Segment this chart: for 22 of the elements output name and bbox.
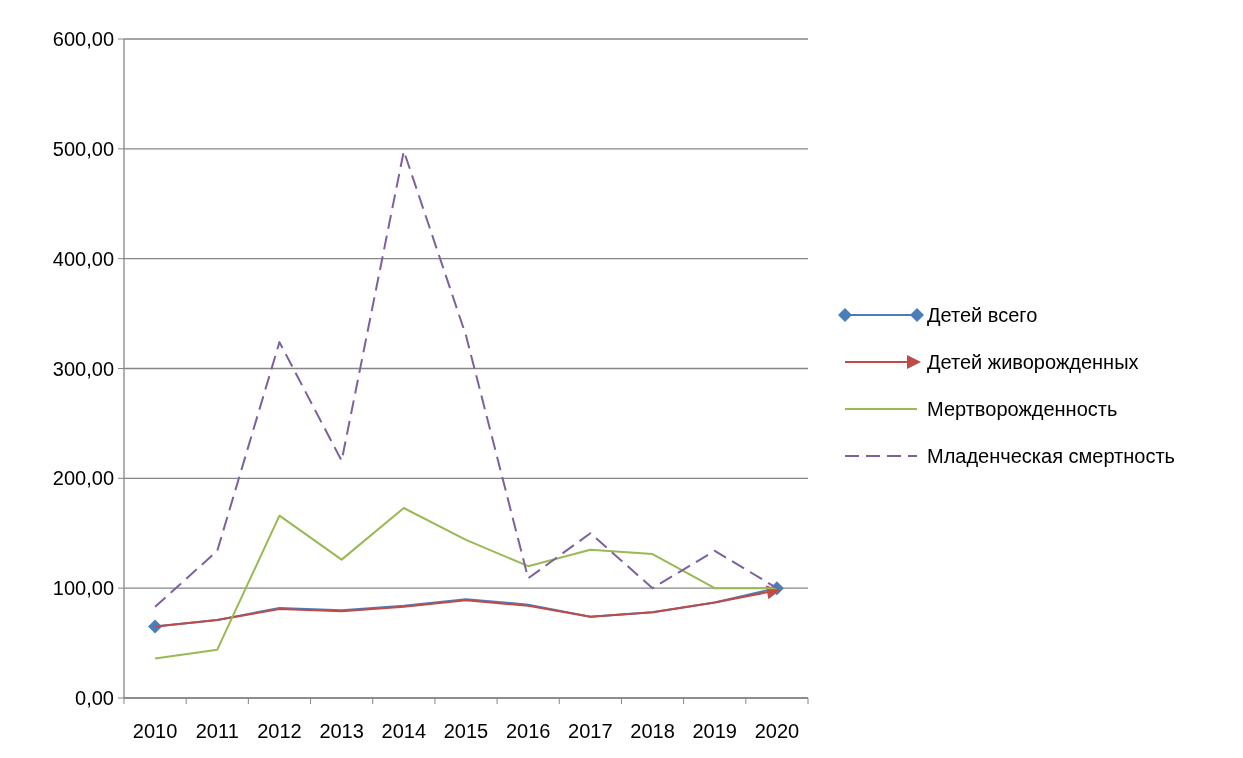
y-tick-label: 0,00 xyxy=(75,687,114,709)
x-tick-label: 2011 xyxy=(195,720,239,742)
x-tick-label: 2018 xyxy=(630,720,675,742)
y-tick-label: 400,00 xyxy=(52,247,114,270)
y-tick-label: 500,00 xyxy=(52,137,114,160)
legend-label: Детей живорожденных xyxy=(927,351,1139,373)
x-tick-label: 2016 xyxy=(505,720,551,742)
legend-label: Младенческая смертность xyxy=(927,445,1175,467)
x-tick-label: 2019 xyxy=(692,720,737,742)
x-tick-label: 2012 xyxy=(257,720,302,742)
legend-label: Мертворожденность xyxy=(927,398,1118,420)
y-tick-label: 600,00 xyxy=(52,28,114,50)
x-tick-label: 2020 xyxy=(754,720,800,742)
x-tick-label: 2017 xyxy=(568,720,613,742)
x-tick-label: 2014 xyxy=(381,720,427,742)
legend-label: Детей всего xyxy=(927,304,1038,326)
y-tick-label: 200,00 xyxy=(52,467,114,490)
y-tick-label: 100,00 xyxy=(52,577,114,600)
x-tick-label: 2013 xyxy=(319,720,364,742)
x-tick-label: 2010 xyxy=(132,720,178,742)
x-tick-label: 2015 xyxy=(443,720,489,742)
y-tick-label: 300,00 xyxy=(52,357,114,380)
